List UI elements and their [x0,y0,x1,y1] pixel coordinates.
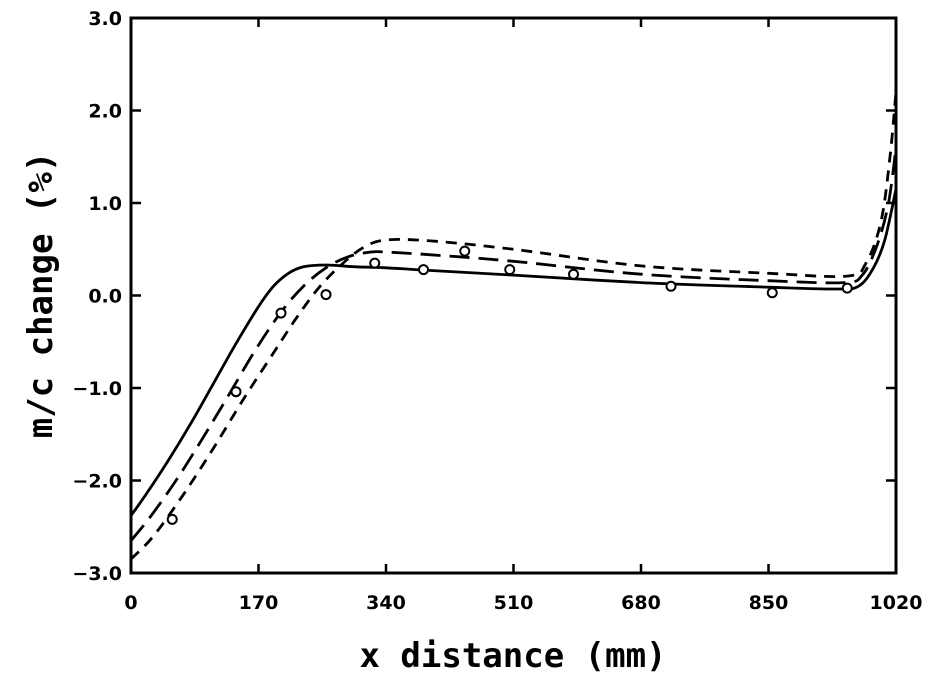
curve-solid [129,188,898,517]
observed-point [504,264,516,276]
observed-point [230,386,242,398]
curve-long-dash [129,147,898,542]
x-tick-label: 1020 [870,592,923,614]
model-curves [129,91,898,561]
y-tick-label: 2.0 [88,101,122,123]
observed-points [166,245,853,525]
observed-point [568,268,579,280]
y-tick-label: −2.0 [72,471,122,493]
y-tick-label: −1.0 [72,378,122,400]
observed-point [166,513,178,525]
y-tick-label: 3.0 [88,8,122,30]
x-tick-label: 0 [124,592,137,614]
observed-point [665,280,677,292]
x-tick-label: 680 [621,592,661,614]
observed-point [275,307,287,319]
observed-point [418,264,429,276]
observed-point [766,287,778,299]
x-tick-label: 340 [366,592,406,614]
x-tick-label: 850 [749,592,789,614]
x-axis-label: x distance (mm) [359,636,666,675]
observed-point [841,282,853,294]
y-tick-label: 0.0 [88,286,122,308]
plot-frame [129,16,898,575]
observed-point [459,245,471,257]
y-axis-label: m/c change (%) [21,152,61,439]
observed-point [369,257,381,269]
observed-point [320,289,332,301]
y-tick-label: 1.0 [88,193,122,215]
y-tick-label: −3.0 [72,563,122,585]
x-tick-label: 510 [494,592,534,614]
curve-short-dash [130,91,898,561]
x-tick-label: 170 [239,592,279,614]
y-tick-labels: 3.0 2.0 1.0 0.0 −1.0 −2.0 −3.0 [72,8,122,585]
axis-ticks [129,16,898,575]
x-tick-labels: 0 170 340 510 680 850 1020 [124,592,922,614]
